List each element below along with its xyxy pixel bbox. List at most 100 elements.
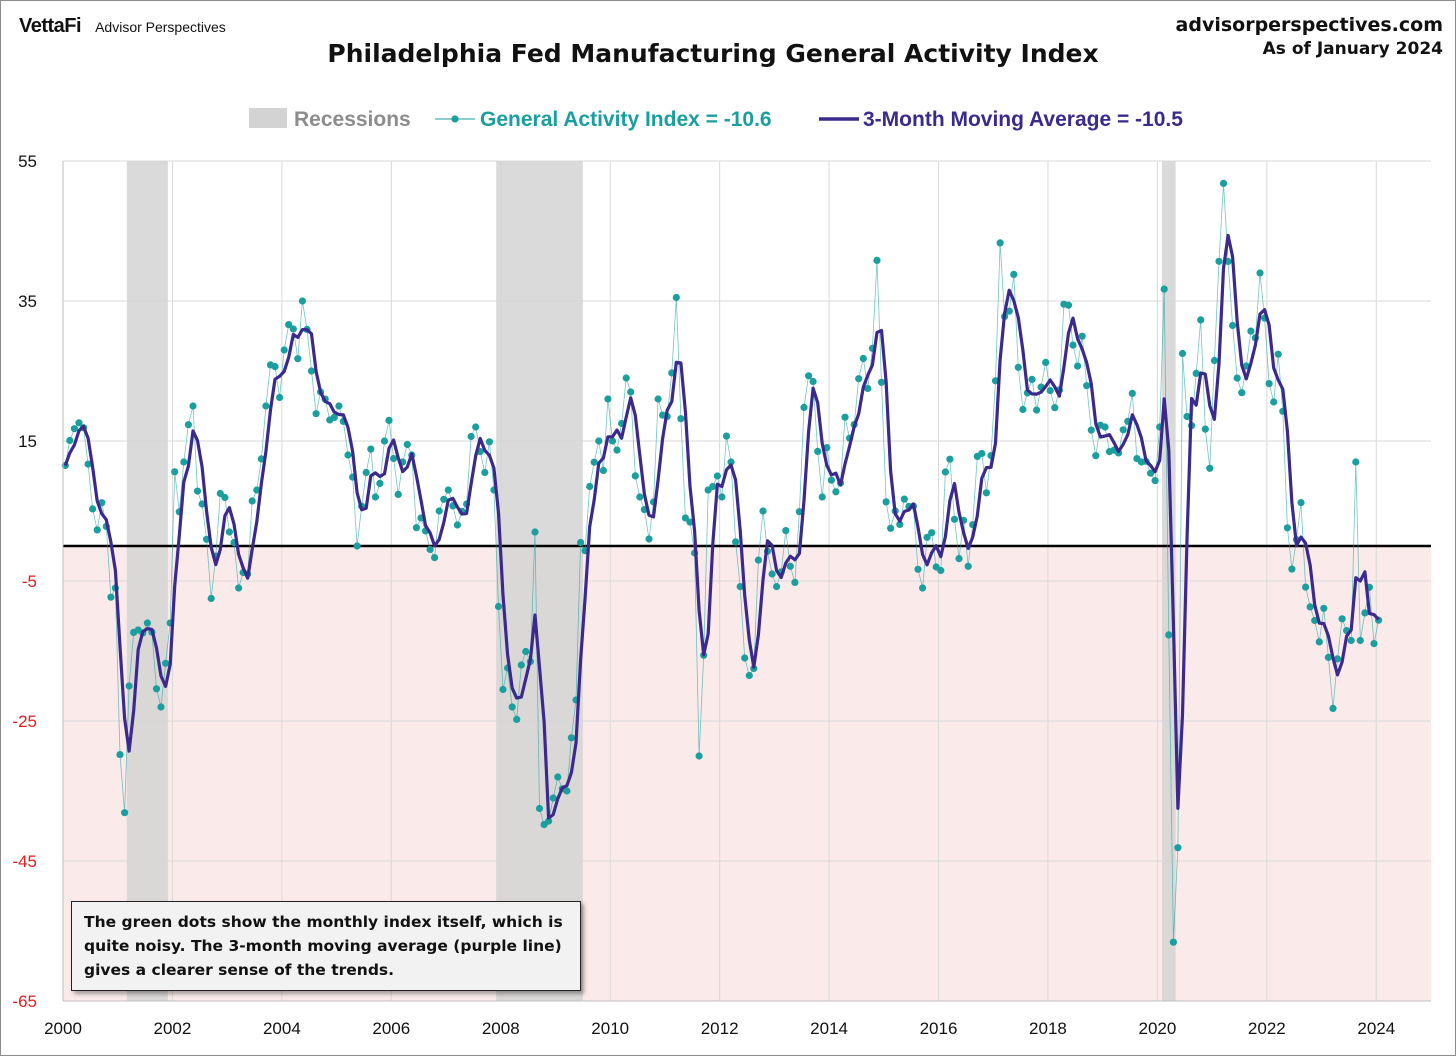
recession-layer xyxy=(126,161,1176,1001)
x-tick-label: 2020 xyxy=(1138,1019,1176,1038)
x-tick-label: 2014 xyxy=(810,1019,848,1038)
index-point xyxy=(84,460,92,468)
index-point xyxy=(294,355,302,363)
index-point xyxy=(1265,380,1273,388)
index-point xyxy=(1151,477,1159,485)
index-point xyxy=(681,514,690,522)
index-point xyxy=(709,482,717,491)
index-point xyxy=(1347,636,1355,645)
index-point xyxy=(1064,301,1073,309)
index-point xyxy=(877,378,886,386)
index-point xyxy=(595,437,603,445)
index-point xyxy=(1028,375,1036,383)
y-tick-label: -45 xyxy=(12,852,37,871)
index-point xyxy=(672,293,680,302)
index-point xyxy=(180,458,188,466)
index-point xyxy=(1169,938,1177,946)
y-tick-label: 15 xyxy=(18,432,37,451)
recession-band xyxy=(126,161,168,1001)
index-point xyxy=(1128,389,1136,397)
index-point xyxy=(759,507,767,515)
index-point xyxy=(996,239,1004,247)
index-point xyxy=(221,493,229,502)
index-point xyxy=(827,476,836,484)
index-point xyxy=(608,437,617,445)
index-point xyxy=(795,508,804,516)
index-point xyxy=(955,555,963,563)
index-point xyxy=(1288,565,1296,573)
index-point xyxy=(1270,398,1278,406)
index-point xyxy=(1183,412,1191,421)
site-url[interactable]: advisorperspectives.com xyxy=(1175,14,1443,36)
index-point xyxy=(791,578,799,587)
index-point xyxy=(207,594,215,603)
index-point xyxy=(754,556,763,564)
index-point xyxy=(499,685,507,694)
index-point xyxy=(1302,583,1310,591)
index-point xyxy=(198,500,206,508)
index-point xyxy=(654,395,662,403)
index-point xyxy=(467,432,475,441)
index-point xyxy=(809,377,817,386)
index-point xyxy=(152,685,161,693)
index-point xyxy=(1174,844,1182,852)
index-point xyxy=(1051,404,1059,412)
index-point xyxy=(403,440,411,449)
index-point xyxy=(367,445,375,453)
index-point xyxy=(307,367,316,375)
index-point xyxy=(376,479,384,487)
index-point xyxy=(586,482,594,491)
index-point xyxy=(768,570,776,578)
index-point xyxy=(1010,270,1018,278)
index-point xyxy=(225,528,233,536)
index-point xyxy=(900,495,908,503)
index-point xyxy=(1233,374,1241,382)
index-point xyxy=(1147,469,1155,477)
index-point xyxy=(604,395,612,403)
index-point xyxy=(549,794,557,802)
index-point xyxy=(1069,341,1077,349)
index-point xyxy=(722,432,731,440)
as-of-date: As of January 2024 xyxy=(1262,39,1443,59)
index-point xyxy=(276,393,284,402)
index-point xyxy=(453,521,461,529)
recession-band xyxy=(496,161,583,1001)
index-point xyxy=(289,325,297,333)
index-point xyxy=(841,413,849,421)
index-point xyxy=(494,602,503,611)
index-point xyxy=(645,535,653,543)
index-point xyxy=(1306,603,1314,611)
moving-average-layer xyxy=(63,233,1380,820)
index-point xyxy=(531,528,539,536)
index-point xyxy=(732,538,740,546)
index-point xyxy=(262,402,270,410)
index-point xyxy=(978,449,986,458)
index-point xyxy=(805,372,813,380)
index-point xyxy=(435,507,443,515)
index-point xyxy=(896,520,904,529)
index-point xyxy=(330,413,338,421)
index-point xyxy=(718,493,726,501)
index-point xyxy=(1320,604,1328,612)
index-point xyxy=(1033,406,1041,414)
index-point xyxy=(189,402,197,410)
index-point xyxy=(1005,307,1013,315)
index-point xyxy=(1192,369,1200,377)
index-point xyxy=(1014,363,1022,371)
index-point xyxy=(412,524,420,532)
index-point xyxy=(1361,609,1369,617)
index-point xyxy=(622,374,630,382)
x-tick-label: 2010 xyxy=(591,1019,629,1038)
index-point xyxy=(522,647,530,656)
index-point xyxy=(599,466,608,475)
index-point xyxy=(873,256,881,264)
index-point xyxy=(567,734,576,742)
index-point xyxy=(928,529,936,537)
index-point xyxy=(125,682,133,690)
index-point xyxy=(1046,387,1054,395)
index-point xyxy=(298,297,306,305)
index-point xyxy=(736,583,744,591)
index-point xyxy=(271,363,279,371)
axis-layer: 55 35 15 -5 -25 -45 -65 2000 2002 2004 2006 2008 201… xyxy=(12,152,1431,1038)
